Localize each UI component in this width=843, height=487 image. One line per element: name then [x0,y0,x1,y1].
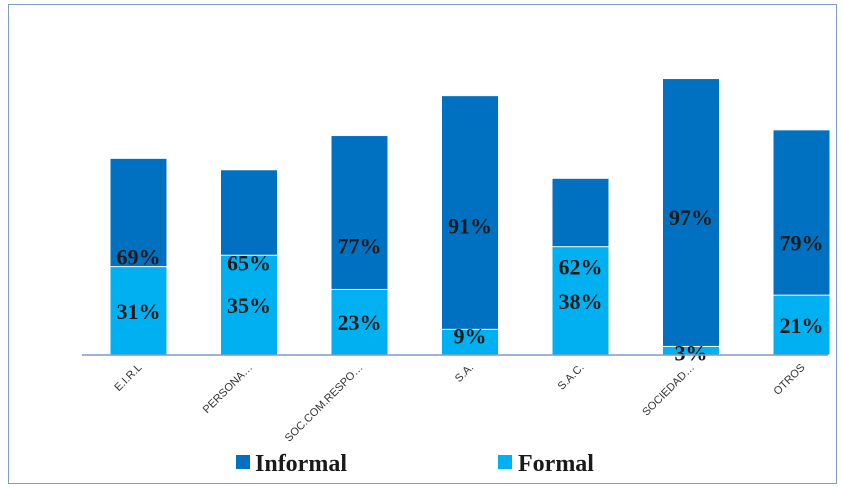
legend-label-informal: Informal [255,451,347,477]
data-label-formal-0: 31% [117,299,161,324]
bar-formal-6 [772,294,831,356]
legend: Informal Formal [236,451,594,477]
data-label-informal-5: 97% [669,205,713,230]
x-tick-labels-group: E.I.R.L PERSONA… SOC.COM.RESPO… S.A. S.A.C. S… [112,362,807,445]
legend-swatch-formal [498,455,512,469]
x-tick-label-6: OTROS [771,362,807,398]
legend-label-formal: Formal [518,451,594,477]
x-tick-label-5: SOCIEDAD… [640,362,697,419]
data-label-formal-1: 35% [227,293,271,318]
x-tick-label-2: SOC.COM.RESPO… [283,362,366,445]
bar-formal-0 [109,266,168,356]
data-label-formal-2: 23% [338,310,382,335]
x-tick-label-3: S.A. [453,362,476,385]
bar-formal-1 [220,254,278,356]
data-label-formal-3: 9% [454,323,487,348]
data-label-informal-3: 91% [448,213,492,238]
data-label-informal-2: 77% [338,233,382,258]
data-label-informal-6: 79% [780,230,824,255]
x-tick-label-4: S.A.C. [556,362,587,393]
data-label-formal-5: 3% [675,340,708,365]
legend-swatch-informal [236,455,250,469]
bar-informal-5 [662,78,720,356]
data-label-informal-1: 65% [227,250,271,275]
data-label-informal-4: 62% [559,255,603,280]
bar-formal-4 [551,246,610,356]
data-label-informal-0: 69% [117,245,161,270]
data-label-formal-4: 38% [559,289,603,314]
x-tick-label-0: E.I.R.L [112,362,144,394]
x-tick-label-1: PERSONA… [201,362,255,416]
bar-informal-3 [441,95,499,356]
data-label-formal-6: 21% [780,313,824,338]
bars-group [109,78,831,356]
data-labels-group: 69% 31% 65% 35% 77% 23% 91% 9% 62% 38% 97% 3% 79% 21% [117,205,824,366]
